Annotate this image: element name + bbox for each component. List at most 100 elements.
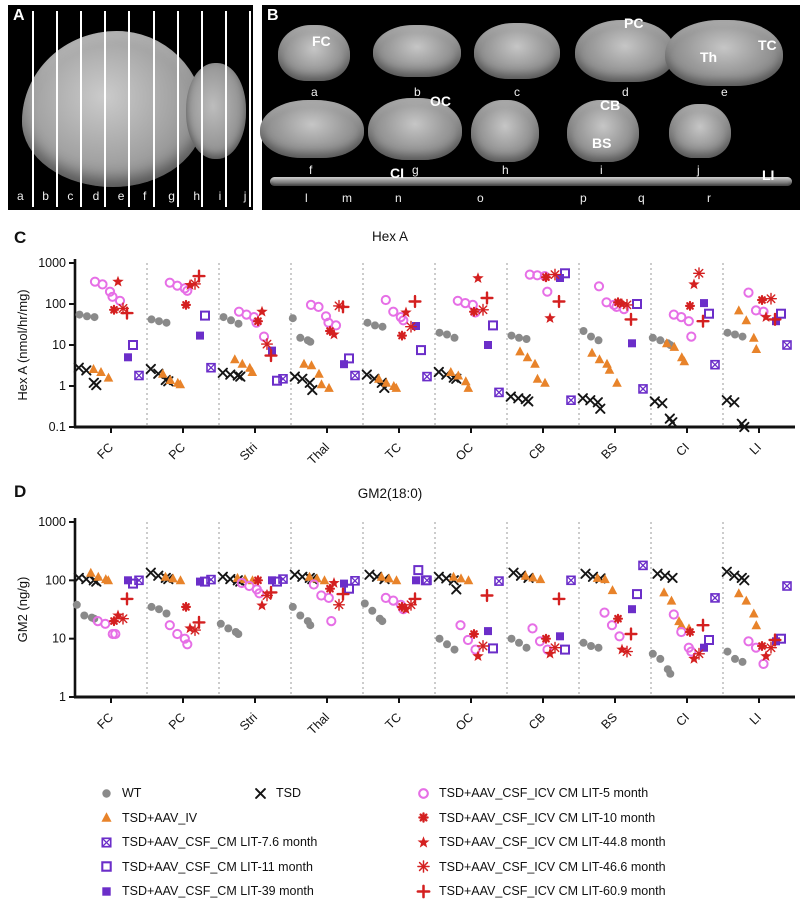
point-ICV5 bbox=[606, 620, 618, 631]
point-CM11 bbox=[413, 565, 424, 576]
point-ICV5 bbox=[110, 628, 121, 640]
section-line-j bbox=[248, 11, 251, 207]
panel-a-brain-photo: A a b c d e f g h i j bbox=[8, 5, 253, 210]
point-CM7_6 bbox=[350, 576, 360, 586]
point-AAV_IV bbox=[522, 352, 533, 362]
point-WT bbox=[443, 330, 451, 339]
point-ICV60_9 bbox=[264, 585, 278, 600]
section-letter: j bbox=[243, 189, 247, 203]
point-WT bbox=[731, 330, 739, 339]
legend-entry-WT: WT bbox=[98, 784, 141, 802]
brain-slice-h bbox=[471, 100, 539, 162]
point-ICV46_6 bbox=[692, 647, 706, 660]
gm2-scatter-chart: GM2(18:0) 1 10 100 1000 GM2 (ng/g) FC PC Stri Tha… bbox=[0, 478, 805, 745]
point-WT bbox=[234, 319, 243, 328]
point-AAV_IV bbox=[175, 379, 186, 389]
point-AAV_IV bbox=[86, 567, 96, 577]
point-TSD bbox=[304, 377, 315, 388]
y-tick-label: 10 bbox=[52, 632, 66, 646]
cord-letter: m bbox=[342, 191, 352, 205]
point-TSD bbox=[232, 370, 243, 381]
point-CM11 bbox=[560, 268, 570, 279]
point-WT bbox=[288, 602, 297, 611]
y-axis-title: Hex A (nmol/hr/mg) bbox=[15, 289, 30, 400]
legend-label: TSD+AAV_CSF_ICV CM LIT-10 month bbox=[439, 810, 656, 825]
point-ICV10 bbox=[540, 272, 552, 283]
x-tick-label: Stri bbox=[237, 440, 260, 463]
point-AAV_IV bbox=[448, 571, 459, 581]
chart-gm2-svg: GM2(18:0) 1 10 100 1000 GM2 (ng/g) FC PC Stri Tha… bbox=[15, 486, 795, 737]
point-AAV_IV bbox=[659, 587, 669, 597]
point-AAV_IV bbox=[168, 573, 178, 583]
point-AAV_IV bbox=[676, 620, 687, 630]
point-WT bbox=[162, 609, 171, 618]
point-ICV44_8 bbox=[616, 643, 628, 655]
point-CM11 bbox=[488, 320, 498, 331]
point-WT bbox=[450, 645, 459, 654]
point-ICV44_8 bbox=[760, 311, 772, 322]
point-WT bbox=[507, 331, 516, 340]
point-ICV5 bbox=[539, 270, 550, 282]
point-ICV60_9 bbox=[264, 349, 278, 363]
x-tick-label: PC bbox=[166, 440, 188, 462]
point-AAV_IV bbox=[88, 364, 99, 373]
point-ICV46_6 bbox=[548, 641, 562, 654]
point-ICV44_8 bbox=[256, 599, 268, 611]
point-WT bbox=[306, 621, 315, 630]
point-ICV5 bbox=[330, 320, 342, 331]
legend-entry-CM7_6: TSD+AAV_CSF_CM LIT-7.6 month bbox=[98, 833, 317, 851]
point-WT bbox=[587, 642, 595, 650]
point-AAV_IV bbox=[304, 571, 315, 581]
point-ICV10 bbox=[324, 583, 336, 594]
point-CM39 bbox=[700, 299, 708, 308]
slice-letter: f bbox=[309, 163, 313, 177]
point-AAV_IV bbox=[607, 585, 618, 595]
point-WT bbox=[83, 312, 91, 321]
point-ICV60_9 bbox=[624, 627, 638, 641]
x-tick-label: CI bbox=[673, 440, 692, 459]
point-AAV_IV bbox=[463, 382, 474, 392]
point-ICV60_9 bbox=[768, 633, 782, 647]
point-CM7_6 bbox=[710, 359, 720, 370]
point-ICV5 bbox=[676, 311, 687, 323]
point-ICV5 bbox=[686, 646, 697, 657]
point-TSD bbox=[145, 363, 156, 375]
point-AAV_IV bbox=[734, 588, 744, 598]
point-CM11 bbox=[344, 583, 354, 594]
x-tick-label: BS bbox=[598, 440, 620, 462]
point-AAV_IV bbox=[535, 574, 546, 584]
point-ICV44_8 bbox=[400, 603, 412, 615]
point-AAV_IV bbox=[103, 575, 114, 585]
point-ICV46_6 bbox=[764, 641, 778, 654]
legend-label: TSD+AAV_CSF_ICV CM LIT-46.6 month bbox=[439, 859, 666, 874]
point-ICV60_9 bbox=[768, 312, 782, 327]
legend-marker-triangle bbox=[101, 812, 112, 822]
point-TSD bbox=[235, 371, 246, 382]
x-tick-label: LI bbox=[747, 440, 764, 457]
x-tick-label: FC bbox=[94, 710, 116, 732]
point-ICV10 bbox=[540, 633, 552, 644]
point-ICV5 bbox=[593, 281, 605, 292]
region-label-Th: Th bbox=[700, 49, 718, 65]
point-ICV5 bbox=[179, 633, 190, 644]
point-CM7_6 bbox=[566, 395, 576, 405]
point-WT bbox=[378, 322, 387, 331]
point-TSD bbox=[739, 575, 750, 586]
point-CM39 bbox=[340, 579, 348, 588]
point-AAV_IV bbox=[751, 620, 762, 630]
point-WT bbox=[155, 317, 163, 326]
point-ICV5 bbox=[599, 607, 610, 618]
x-tick-label: TC bbox=[382, 440, 404, 462]
point-ICV5 bbox=[308, 579, 319, 590]
point-ICV10 bbox=[684, 626, 696, 638]
point-CM7_6 bbox=[782, 340, 792, 350]
section-letter: b bbox=[42, 189, 49, 203]
point-CM39 bbox=[556, 274, 564, 282]
point-CM39 bbox=[268, 576, 276, 585]
section-line-i bbox=[224, 11, 227, 207]
panel-b-label: B bbox=[267, 7, 279, 24]
point-WT bbox=[224, 624, 233, 633]
legend-marker-x bbox=[255, 787, 266, 799]
panel-d-label: D bbox=[14, 482, 27, 501]
point-CM39 bbox=[412, 576, 420, 585]
